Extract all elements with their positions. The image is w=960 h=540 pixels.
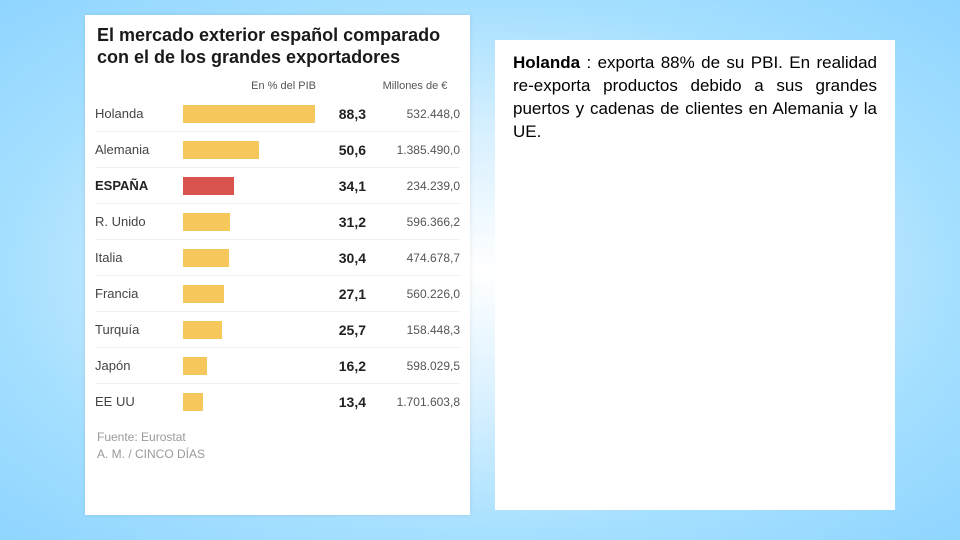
bar-track	[183, 213, 318, 231]
bar-track	[183, 177, 318, 195]
millions-value: 596.366,2	[370, 215, 460, 229]
country-label: Alemania	[95, 142, 183, 157]
pct-value: 13,4	[318, 394, 370, 410]
country-label: Francia	[95, 286, 183, 301]
bar	[183, 213, 230, 231]
bar	[183, 285, 224, 303]
table-row: Francia 27,1560.226,0	[95, 276, 460, 312]
millions-value: 158.448,3	[370, 323, 460, 337]
table-row: R. Unido 31,2596.366,2	[95, 204, 460, 240]
annotation-bold: Holanda	[513, 53, 580, 72]
bar-track	[183, 321, 318, 339]
bar	[183, 105, 315, 123]
millions-value: 560.226,0	[370, 287, 460, 301]
table-row: Italia 30,4474.678,7	[95, 240, 460, 276]
pct-value: 50,6	[318, 142, 370, 158]
pct-header: En % del PIB	[183, 80, 322, 92]
pct-value: 30,4	[318, 250, 370, 266]
bar-track	[183, 393, 318, 411]
bar	[183, 141, 259, 159]
country-label: Japón	[95, 358, 183, 373]
pct-value: 16,2	[318, 358, 370, 374]
millions-value: 1.385.490,0	[370, 143, 460, 157]
pct-value: 88,3	[318, 106, 370, 122]
source-line-2: A. M. / CINCO DÍAS	[97, 446, 458, 463]
chart-card: El mercado exterior español comparado co…	[85, 15, 470, 515]
chart-rows: Holanda 88,3532.448,0 Alemania 50,61.385.49…	[85, 96, 470, 419]
chart-title: El mercado exterior español comparado co…	[85, 15, 470, 74]
bar	[183, 393, 203, 411]
pct-value: 27,1	[318, 286, 370, 302]
country-label: Turquía	[95, 322, 183, 337]
bar-track	[183, 249, 318, 267]
bar-track	[183, 105, 318, 123]
country-label: Holanda	[95, 106, 183, 121]
bar	[183, 321, 222, 339]
country-label: ESPAÑA	[95, 178, 183, 193]
country-label: EE UU	[95, 394, 183, 409]
bar-track	[183, 141, 318, 159]
bar-track	[183, 285, 318, 303]
bar-track	[183, 357, 318, 375]
millions-header: Millones de €	[370, 80, 460, 92]
table-row: Alemania 50,61.385.490,0	[95, 132, 460, 168]
millions-value: 532.448,0	[370, 107, 460, 121]
pct-value: 34,1	[318, 178, 370, 194]
bar	[183, 249, 229, 267]
annotation-text: Holanda : exporta 88% de su PBI. En real…	[513, 52, 877, 144]
column-headers: En % del PIB Millones de €	[85, 74, 470, 96]
country-label: Italia	[95, 250, 183, 265]
table-row: Turquía 25,7158.448,3	[95, 312, 460, 348]
millions-value: 598.029,5	[370, 359, 460, 373]
bar	[183, 357, 207, 375]
table-row: Holanda 88,3532.448,0	[95, 96, 460, 132]
millions-value: 1.701.603,8	[370, 395, 460, 409]
annotation-box: Holanda : exporta 88% de su PBI. En real…	[495, 40, 895, 510]
bar	[183, 177, 234, 195]
pct-value: 25,7	[318, 322, 370, 338]
pct-value: 31,2	[318, 214, 370, 230]
country-label: R. Unido	[95, 214, 183, 229]
table-row: EE UU 13,41.701.603,8	[95, 384, 460, 419]
chart-source: Fuente: Eurostat A. M. / CINCO DÍAS	[85, 419, 470, 463]
source-line-1: Fuente: Eurostat	[97, 429, 458, 446]
millions-value: 234.239,0	[370, 179, 460, 193]
millions-value: 474.678,7	[370, 251, 460, 265]
table-row: ESPAÑA 34,1234.239,0	[95, 168, 460, 204]
table-row: Japón 16,2598.029,5	[95, 348, 460, 384]
